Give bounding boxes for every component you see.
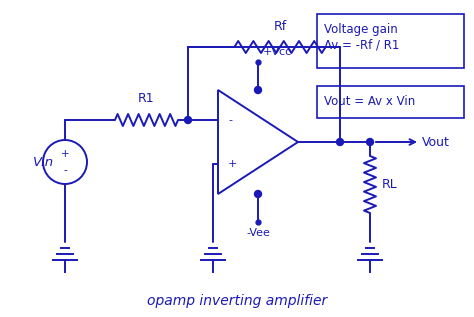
Text: Av = -Rf / R1: Av = -Rf / R1 [324, 39, 400, 52]
Text: -: - [63, 165, 67, 175]
Text: -: - [228, 115, 232, 125]
Text: Vout: Vout [422, 135, 450, 148]
Circle shape [184, 117, 191, 124]
FancyBboxPatch shape [317, 86, 464, 118]
Circle shape [337, 139, 344, 146]
Text: Vout = Av x Vin: Vout = Av x Vin [324, 95, 415, 108]
Text: -Vee: -Vee [246, 228, 270, 238]
Text: opamp inverting amplifier: opamp inverting amplifier [147, 294, 327, 308]
Text: Voltage gain: Voltage gain [324, 23, 398, 36]
Text: +Vcc: +Vcc [263, 47, 292, 57]
Text: RL: RL [382, 178, 398, 191]
Circle shape [366, 139, 374, 146]
Text: R1: R1 [138, 92, 155, 105]
Circle shape [255, 191, 262, 197]
Text: +: + [61, 149, 69, 159]
Text: +: + [228, 159, 237, 169]
Text: Vin: Vin [33, 156, 54, 169]
FancyBboxPatch shape [317, 14, 464, 68]
Text: Rf: Rf [273, 20, 287, 33]
Circle shape [255, 87, 262, 94]
